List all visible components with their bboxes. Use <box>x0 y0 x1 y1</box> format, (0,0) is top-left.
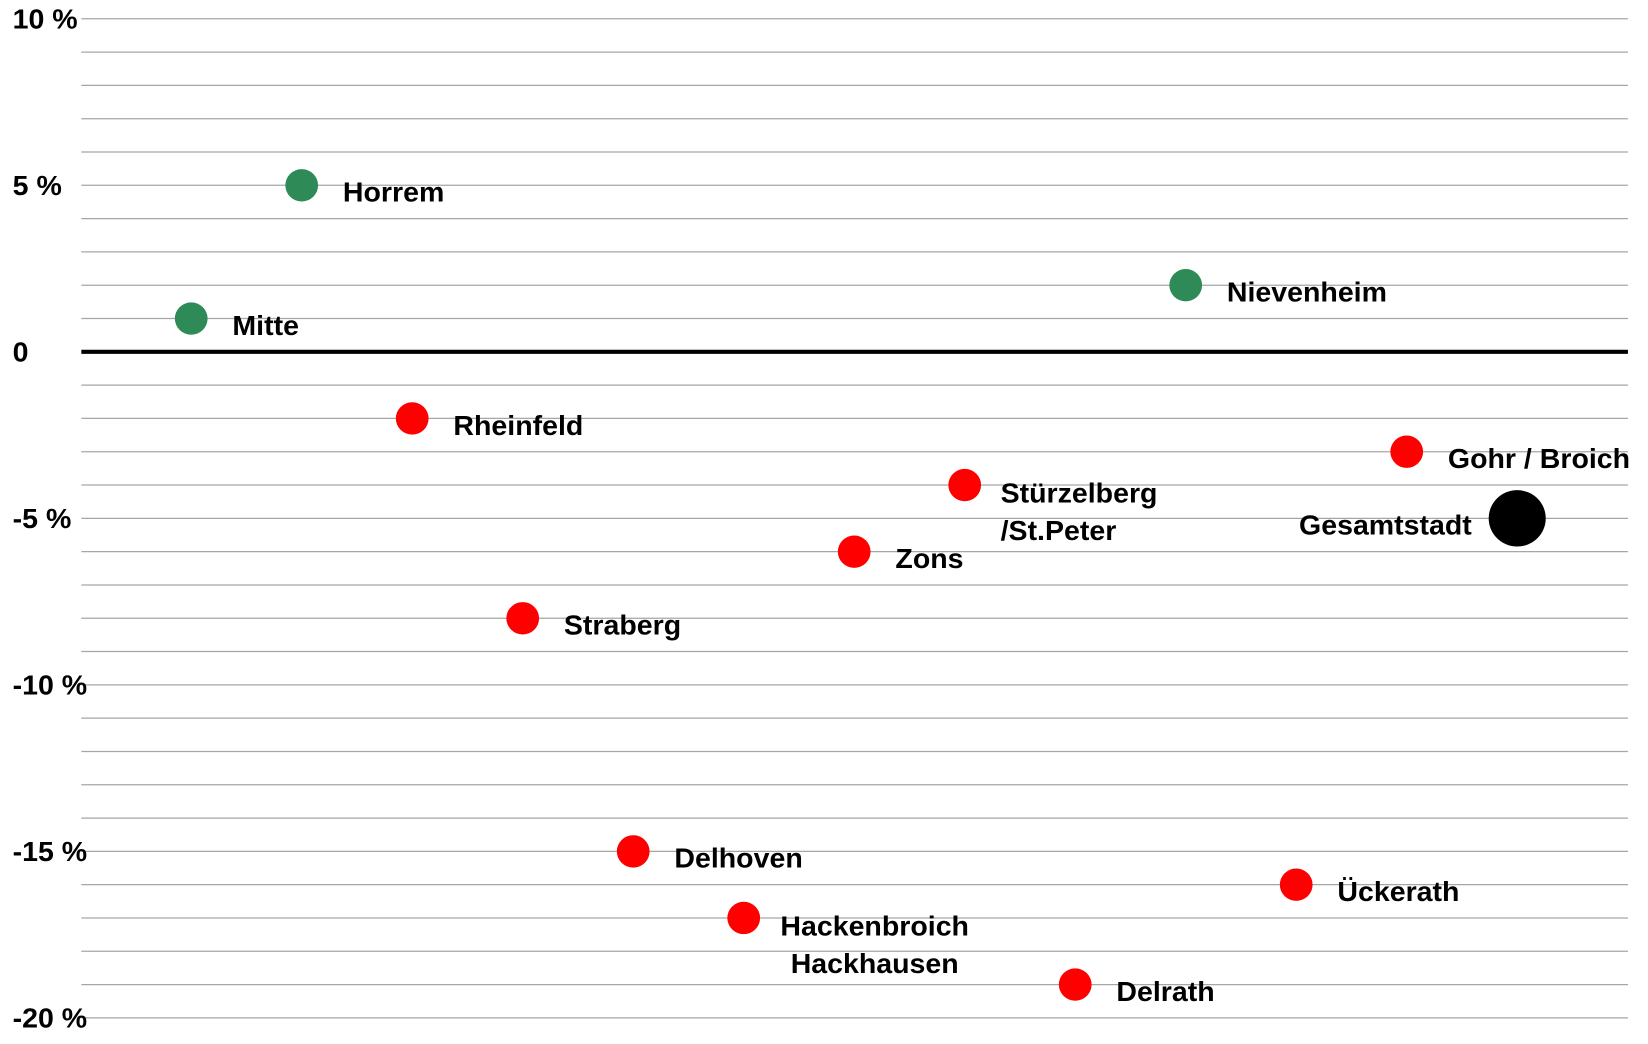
data-point <box>1058 968 1092 1001</box>
point-label-line: Delrath <box>1116 977 1214 1009</box>
y-tick-label: -15 % <box>13 836 87 868</box>
point-label: Gesamtstadt <box>1299 510 1472 542</box>
point-label-line: Nievenheim <box>1227 277 1387 309</box>
y-tick-label: -10 % <box>13 670 87 702</box>
point-label: Hackenbroich Hackhausen <box>780 911 969 980</box>
point-label-line: Hackhausen <box>791 949 959 981</box>
point-label: Ückerath <box>1337 877 1459 909</box>
data-point <box>837 535 871 568</box>
point-label-line: Gesamtstadt <box>1299 510 1472 542</box>
data-point <box>174 302 208 335</box>
point-label: Zons <box>895 544 963 576</box>
point-label: Straberg <box>564 610 681 642</box>
data-point <box>1488 490 1546 547</box>
data-point <box>727 901 761 935</box>
data-point <box>506 602 540 635</box>
point-label: Nievenheim <box>1227 277 1387 309</box>
point-label-line: Stürzelberg <box>1001 478 1158 510</box>
point-label: Delrath <box>1116 977 1214 1009</box>
y-tick-label: 10 % <box>13 3 78 35</box>
data-point <box>1390 435 1424 468</box>
point-label: Gohr / Broich <box>1448 444 1630 476</box>
data-point <box>285 169 319 202</box>
point-label-line: Rheinfeld <box>453 410 583 442</box>
data-point <box>395 402 429 435</box>
point-label-line: Zons <box>895 544 963 576</box>
point-label: Horrem <box>343 177 444 209</box>
data-point <box>948 468 982 502</box>
data-point <box>1169 269 1203 302</box>
point-label-line: Hackenbroich <box>780 911 969 943</box>
data-point <box>1279 868 1313 901</box>
point-label: Mitte <box>232 311 299 343</box>
point-label-line: Horrem <box>343 177 444 209</box>
point-label-line: Mitte <box>232 311 299 343</box>
point-label-line: Straberg <box>564 610 681 642</box>
point-label-line: Gohr / Broich <box>1448 444 1630 476</box>
point-label: Stürzelberg/St.Peter <box>1001 478 1158 547</box>
y-tick-label: -20 % <box>13 1003 87 1035</box>
point-label-line: Ückerath <box>1337 877 1459 909</box>
y-tick-label: -5 % <box>13 503 72 535</box>
y-tick-label: 0 <box>13 337 29 369</box>
point-label-line: /St.Peter <box>1001 516 1117 548</box>
point-label: Delhoven <box>674 843 802 875</box>
data-point <box>616 835 650 868</box>
y-tick-label: 5 % <box>13 170 62 202</box>
point-label-line: Delhoven <box>674 843 802 875</box>
point-label: Rheinfeld <box>453 410 583 442</box>
